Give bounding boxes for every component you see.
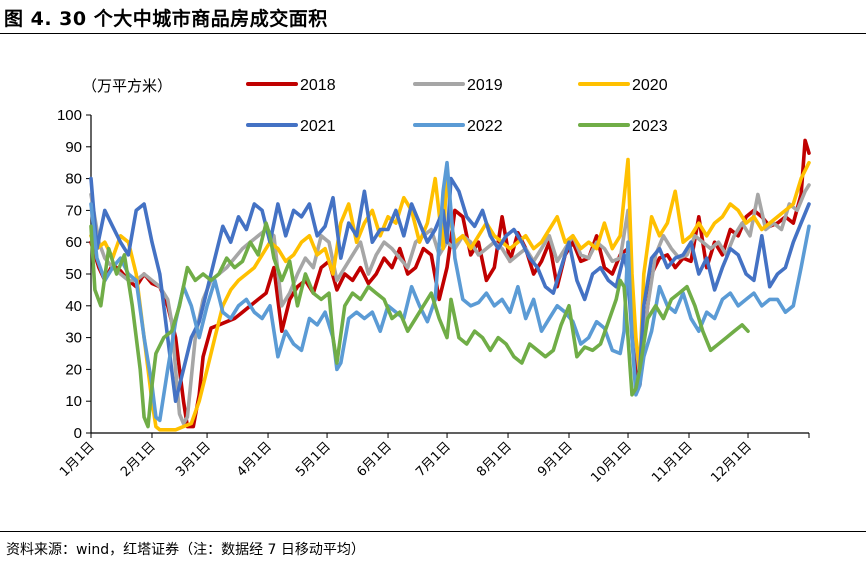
x-tick-label: 3月1日 [173,439,214,480]
series-line-2021 [89,176,811,403]
y-unit-label: （万平方米） [82,77,172,95]
legend-label-2022: 2022 [467,118,503,135]
chart: （万平方米） 2018 2019 2020 2021 2022 2023 0 10 20 30 4… [57,77,811,486]
source-note: 资料来源：wind，红塔证券（注：数据经 7 日移动平均） [6,542,365,558]
y-tick-label: 70 [65,202,82,219]
legend-label-2020: 2020 [632,77,668,94]
x-tick-label: 2月1日 [118,439,159,480]
series-line-2023 [89,221,750,429]
x-tick-label: 11月1日 [649,439,696,486]
footer-divider [0,531,866,532]
y-tick-label: 60 [65,234,82,251]
x-tick-label: 10月1日 [588,439,635,486]
y-tick-label: 10 [65,393,82,410]
x-tick-label: 1月1日 [57,439,98,480]
x-tick-label: 8月1日 [474,439,515,480]
page-title: 图 4. 30 个大中城市商品房成交面积 [4,8,328,30]
y-tick-label: 80 [65,171,82,188]
x-tick-label: 12月1日 [708,439,755,486]
y-tick-label: 40 [65,298,82,315]
y-tick-label: 50 [65,266,82,283]
x-tick-label: 7月1日 [413,439,454,480]
legend: 2018 2019 2020 2021 2022 2023 [246,77,668,135]
title-divider [0,33,866,34]
y-tick-label: 0 [74,425,82,442]
series-line-2022 [89,160,811,423]
y-tick-label: 30 [65,330,82,347]
legend-label-2023: 2023 [632,118,668,135]
legend-label-2018: 2018 [300,77,336,94]
series-line-2018 [89,138,811,429]
legend-label-2021: 2021 [300,118,336,135]
plot-area [89,138,811,432]
x-tick-label: 5月1日 [293,439,334,480]
x-tick-label: 6月1日 [354,439,395,480]
legend-label-2019: 2019 [467,77,503,94]
y-tick-label: 20 [65,361,82,378]
y-tick-label: 100 [57,107,82,124]
x-tick-label: 4月1日 [234,439,275,480]
x-tick-label: 9月1日 [535,439,576,480]
y-tick-label: 90 [65,139,82,156]
